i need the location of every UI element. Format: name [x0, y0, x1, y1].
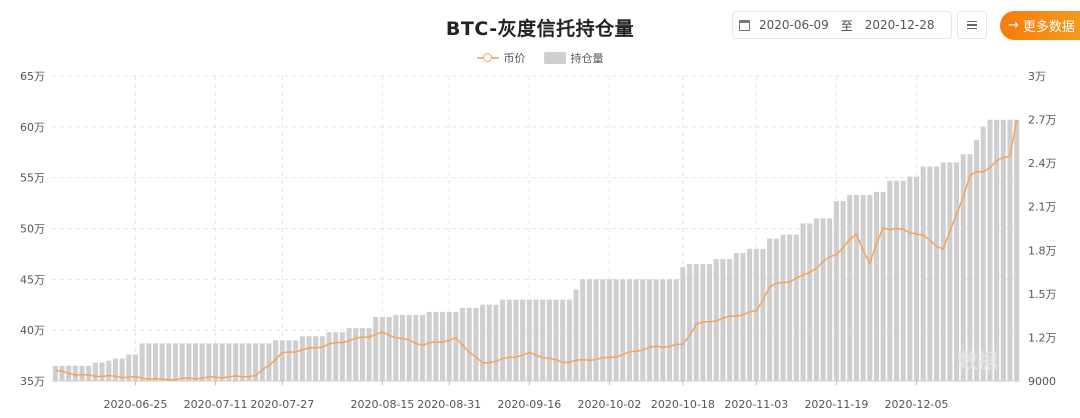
hamburger-line	[967, 24, 977, 26]
chart-title: BTC-灰度信托持仓量	[445, 18, 635, 40]
date-end[interactable]: 2020-12-28	[864, 18, 935, 32]
holdings-bars	[52, 119, 1020, 381]
svg-text:45万: 45万	[20, 273, 45, 286]
svg-text:2020-11-19: 2020-11-19	[804, 398, 868, 411]
svg-text:65万: 65万	[20, 70, 45, 83]
date-range-picker[interactable]: 2020-06-09 至 2020-12-28	[732, 11, 952, 39]
svg-text:2020-07-27: 2020-07-27	[250, 398, 314, 411]
svg-text:2.4万: 2.4万	[1028, 157, 1057, 170]
svg-text:2020-10-02: 2020-10-02	[577, 398, 641, 411]
date-separator: 至	[840, 18, 853, 33]
svg-text:1.8万: 1.8万	[1028, 244, 1057, 257]
svg-text:35万: 35万	[20, 375, 45, 388]
hamburger-menu-icon	[967, 20, 977, 23]
watermark-logo: 数据	[958, 349, 998, 373]
svg-text:2020-11-03: 2020-11-03	[724, 398, 788, 411]
y-axis-right: 9000 1.2万 1.5万 1.8万 2.1万 2.4万 2.7万 3万	[1028, 70, 1057, 388]
legend-label-price: 币价	[503, 52, 526, 65]
svg-text:3万: 3万	[1028, 70, 1046, 83]
chart-legend: 币价 持仓量	[0, 50, 1080, 66]
legend-label-holdings: 持仓量	[570, 52, 604, 65]
hamburger-line	[967, 27, 977, 30]
bar-series-icon	[543, 52, 566, 64]
menu-button[interactable]	[957, 11, 987, 39]
calendar-icon	[739, 19, 750, 31]
svg-text:2020-08-31: 2020-08-31	[417, 398, 481, 411]
svg-text:50万: 50万	[20, 223, 45, 236]
line-series-icon	[476, 53, 499, 63]
more-data-label: 更多数据	[1022, 20, 1075, 35]
price-line	[55, 119, 1018, 381]
legend-item-holdings[interactable]: 持仓量	[543, 50, 604, 66]
svg-text:2020-09-16: 2020-09-16	[497, 398, 561, 411]
svg-text:2020-10-18: 2020-10-18	[651, 398, 715, 411]
svg-text:2020-07-11: 2020-07-11	[184, 398, 248, 411]
svg-text:1.2万: 1.2万	[1028, 331, 1057, 344]
legend-item-price[interactable]: 币价	[476, 50, 526, 66]
svg-text:40万: 40万	[20, 324, 45, 337]
svg-text:60万: 60万	[20, 121, 45, 134]
grid-lines	[52, 75, 1020, 381]
y-axis-left: 35万 40万 45万 50万 55万 60万 65万	[20, 70, 45, 388]
svg-text:2020-08-15: 2020-08-15	[350, 398, 414, 411]
svg-text:2.1万: 2.1万	[1028, 201, 1057, 214]
more-data-button[interactable]: → 更多数据	[1000, 11, 1080, 40]
x-axis: 2020-06-25 2020-07-11 2020-07-27 2020-08-15…	[52, 380, 1020, 411]
arrow-right-icon: →	[1008, 18, 1019, 33]
svg-text:1.5万: 1.5万	[1028, 288, 1057, 301]
date-start[interactable]: 2020-06-09	[759, 18, 829, 32]
svg-text:9000: 9000	[1028, 375, 1056, 388]
svg-text:2020-06-25: 2020-06-25	[103, 398, 167, 411]
svg-text:数据: 数据	[958, 349, 998, 373]
svg-text:2020-12-05: 2020-12-05	[885, 398, 949, 411]
svg-text:55万: 55万	[20, 172, 45, 185]
svg-text:2.7万: 2.7万	[1028, 114, 1057, 127]
